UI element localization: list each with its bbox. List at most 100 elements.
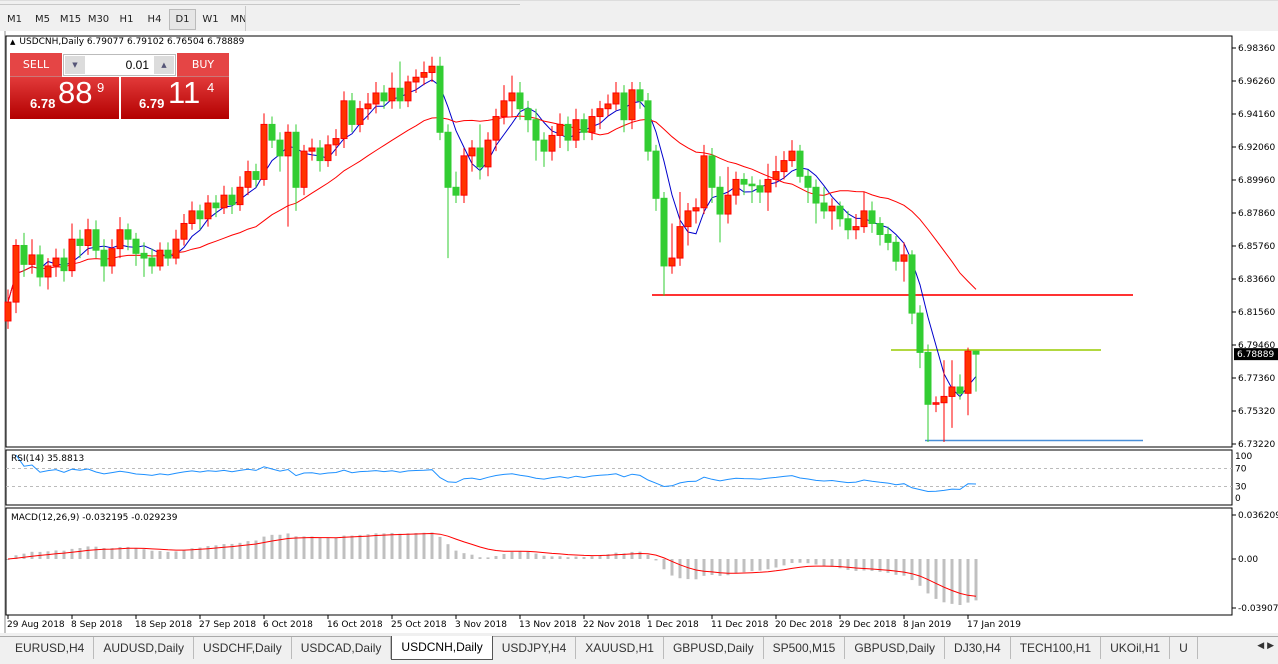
candle-body — [972, 350, 980, 355]
candle-body — [476, 147, 484, 168]
chart-tab[interactable]: GBPUSD,Daily — [664, 637, 764, 659]
chart-tab[interactable]: USDCAD,Daily — [292, 637, 392, 659]
price-tick-label: 6.87860 — [1238, 209, 1275, 219]
candle — [572, 108, 580, 148]
candle — [788, 140, 796, 167]
rsi-tick-label: 70 — [1235, 465, 1247, 475]
macd-histogram-bar — [494, 556, 498, 559]
candle — [644, 92, 652, 161]
candle-body — [20, 244, 28, 265]
macd-histogram-bar — [6, 559, 10, 560]
lot-increase-button[interactable]: ▲ — [154, 56, 174, 74]
candle — [708, 148, 716, 204]
rsi-tick-label: 100 — [1235, 452, 1252, 462]
timeframe-m1[interactable]: M1 — [7, 14, 22, 25]
macd-histogram-bar — [806, 559, 810, 564]
lot-size-input[interactable] — [86, 55, 153, 75]
candle — [556, 113, 564, 148]
candle — [12, 239, 20, 314]
candle — [252, 163, 260, 188]
lot-decrease-button[interactable]: ▼ — [65, 56, 85, 74]
candle-body — [380, 92, 388, 102]
candle — [452, 171, 460, 204]
candle — [780, 151, 788, 180]
chart-tab[interactable]: U — [1170, 637, 1198, 659]
timeframe-w1[interactable]: W1 — [202, 14, 219, 25]
chart-tab[interactable]: UKOil,H1 — [1101, 637, 1171, 659]
candle-body — [116, 229, 124, 250]
candle — [892, 236, 900, 271]
chart-tab[interactable]: XAUUSD,H1 — [576, 637, 664, 659]
macd-histogram-bar — [558, 556, 562, 559]
candle — [52, 248, 60, 277]
macd-histogram-bar — [14, 555, 18, 559]
buy-price-button[interactable]: 6.79 11 4 — [121, 75, 229, 119]
candle — [468, 140, 476, 172]
chart-tab[interactable]: AUDUSD,Daily — [94, 637, 195, 659]
timeframe-m30[interactable]: M30 — [87, 14, 110, 25]
collapse-triangle-icon[interactable]: ▲ — [10, 38, 16, 46]
macd-histogram-bar — [646, 554, 650, 559]
macd-histogram-bar — [342, 535, 346, 559]
buy-button[interactable]: BUY — [177, 53, 229, 77]
candle — [364, 92, 372, 120]
candle — [188, 201, 196, 230]
timeframe-h1[interactable]: H1 — [119, 14, 134, 25]
candle-body — [52, 257, 60, 267]
candle-body — [108, 248, 116, 267]
candle — [244, 160, 252, 196]
candle — [612, 81, 620, 111]
chart-tab[interactable]: DJ30,H4 — [945, 637, 1011, 659]
candle-body — [916, 312, 924, 353]
macd-histogram-bar — [534, 553, 538, 559]
candle-body — [68, 238, 76, 272]
chart-tab[interactable]: EURUSD,H4 — [6, 637, 95, 659]
candle — [436, 56, 444, 141]
macd-histogram-bar — [926, 559, 930, 594]
macd-histogram-bar — [790, 559, 794, 563]
chart-window[interactable]: 6.98360 6.96260 6.94160 6.92060 6.89960 6.878… — [0, 31, 1278, 633]
macd-histogram-bar — [710, 559, 714, 575]
macd-tick-label: 0.00 — [1238, 555, 1258, 565]
candle-body — [892, 241, 900, 262]
macd-histogram-bar — [870, 559, 874, 571]
candle-body — [220, 194, 228, 209]
chart-tab[interactable]: USDJPY,H4 — [493, 637, 577, 659]
macd-histogram-bar — [30, 551, 34, 559]
chart-tab[interactable]: SP500,M15 — [764, 637, 846, 659]
timeframe-mn[interactable]: MN — [230, 14, 247, 25]
candle-body — [180, 222, 188, 240]
macd-histogram-bar — [622, 553, 626, 559]
candle — [748, 176, 756, 204]
sell-price-button[interactable]: 6.78 88 9 — [10, 75, 119, 119]
candle-body — [436, 65, 444, 133]
macd-histogram-bar — [422, 532, 426, 559]
sell-button[interactable]: SELL — [10, 53, 62, 77]
chart-tab[interactable]: USDCHF,Daily — [194, 637, 292, 659]
candle-body — [444, 131, 452, 188]
chart-tab[interactable]: TECH100,H1 — [1011, 637, 1102, 659]
macd-histogram-bar — [190, 548, 194, 559]
macd-histogram-bar — [686, 559, 690, 580]
candle — [4, 289, 12, 329]
timeframe-m5[interactable]: M5 — [35, 14, 50, 25]
chart-tab[interactable]: GBPUSD,Daily — [845, 637, 946, 659]
chart-canvas[interactable]: 6.98360 6.96260 6.94160 6.92060 6.89960 6.878… — [0, 31, 1278, 633]
macd-histogram-bar — [462, 553, 466, 559]
macd-histogram-bar — [718, 559, 722, 576]
timeframe-d1[interactable]: D1 — [169, 9, 196, 30]
candle-body — [204, 202, 212, 220]
timeframe-m15[interactable]: M15 — [59, 14, 82, 25]
tab-scroll-arrows-icon[interactable]: ◀ ▶ — [1257, 641, 1274, 651]
candle — [428, 56, 436, 82]
timeframe-h4[interactable]: H4 — [147, 14, 162, 25]
chart-tab[interactable]: USDCNH,Daily — [391, 636, 493, 660]
macd-histogram-bar — [742, 559, 746, 573]
candle-body — [908, 254, 916, 314]
macd-histogram-bar — [158, 551, 162, 559]
macd-tick-label: 0.036209 — [1238, 511, 1278, 521]
price-tick-label: 6.77360 — [1238, 374, 1275, 384]
candle — [308, 138, 316, 161]
candle-body — [44, 265, 52, 278]
macd-histogram-bar — [62, 550, 66, 559]
